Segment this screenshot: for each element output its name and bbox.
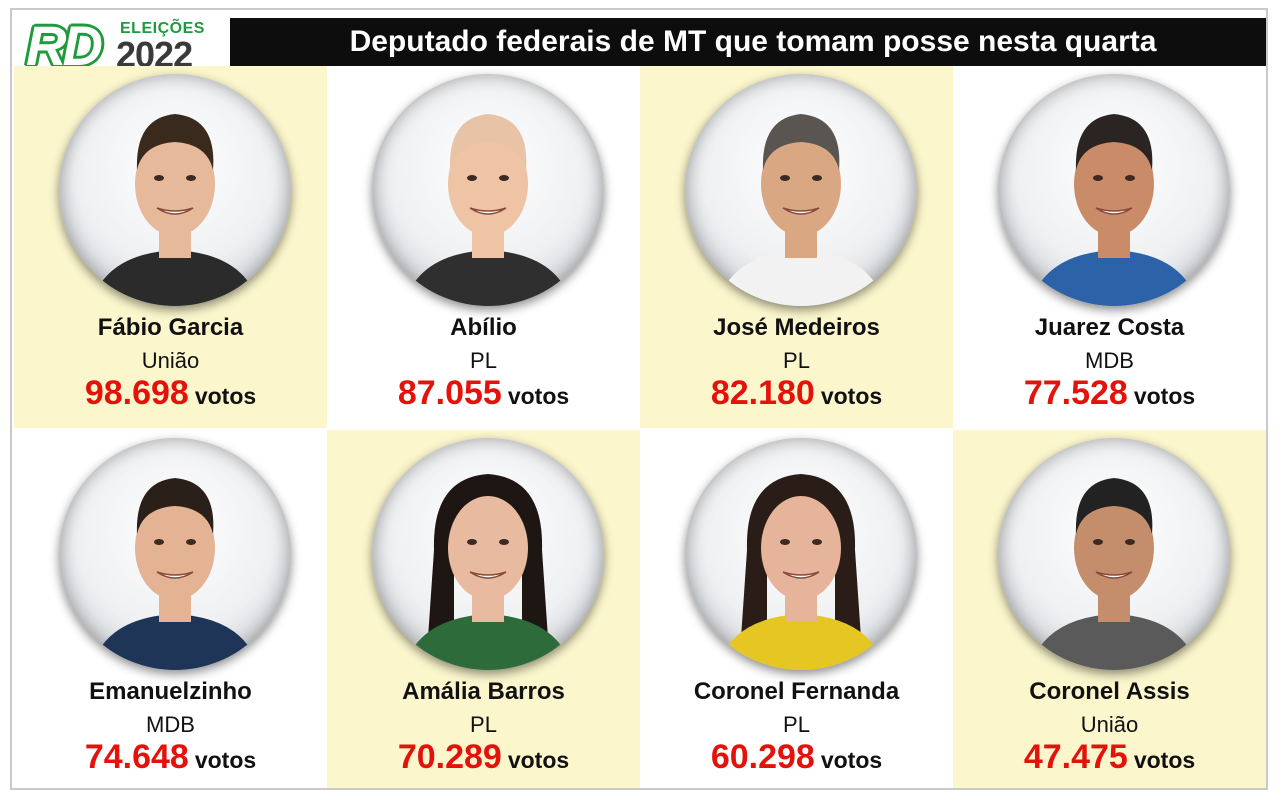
candidate-name: José Medeiros bbox=[713, 314, 880, 341]
candidate-votes: 98.698 votos bbox=[14, 374, 327, 413]
candidate-votes: 74.648 votos bbox=[14, 738, 327, 777]
votes-label: votos bbox=[507, 747, 570, 773]
votes-label: votos bbox=[820, 383, 883, 409]
candidate-name: Fábio Garcia bbox=[97, 314, 244, 341]
vote-count: 77.528 bbox=[1023, 374, 1128, 412]
candidate-photo bbox=[372, 74, 604, 306]
infographic-frame: RD ELEIÇÕES 2022 Deputado federais de MT… bbox=[10, 8, 1268, 790]
vote-count: 60.298 bbox=[710, 738, 815, 776]
candidate-votes: 70.289 votos bbox=[327, 738, 640, 777]
candidate-votes: 60.298 votos bbox=[640, 738, 953, 777]
candidate-party: PL bbox=[470, 348, 497, 373]
votes-label: votos bbox=[507, 383, 570, 409]
candidate-party: PL bbox=[470, 712, 497, 737]
candidate-party: PL bbox=[783, 348, 810, 373]
candidate-name: Coronel Assis bbox=[1029, 678, 1190, 705]
candidate-photo bbox=[998, 438, 1230, 670]
candidate-name: Coronel Fernanda bbox=[693, 678, 900, 705]
candidate-card-juarez-costa: Juarez Costa MDB 77.528 votos bbox=[953, 66, 1266, 428]
votes-label: votos bbox=[194, 747, 257, 773]
candidate-photo bbox=[59, 74, 291, 306]
vote-count: 47.475 bbox=[1023, 738, 1128, 776]
vote-count: 98.698 bbox=[84, 374, 189, 412]
candidate-votes: 77.528 votos bbox=[953, 374, 1266, 413]
candidate-party: MDB bbox=[1085, 348, 1134, 373]
candidate-party: MDB bbox=[146, 712, 195, 737]
candidate-photo bbox=[372, 438, 604, 670]
votes-label: votos bbox=[820, 747, 883, 773]
candidate-votes: 87.055 votos bbox=[327, 374, 640, 413]
candidate-votes: 82.180 votos bbox=[640, 374, 953, 413]
vote-count: 74.648 bbox=[84, 738, 189, 776]
vote-count: 70.289 bbox=[397, 738, 502, 776]
votes-label: votos bbox=[1133, 747, 1196, 773]
votes-label: votos bbox=[194, 383, 257, 409]
vote-count: 87.055 bbox=[397, 374, 502, 412]
candidate-party: União bbox=[1080, 712, 1139, 737]
candidate-photo bbox=[998, 74, 1230, 306]
logo-subtitle: ELEIÇÕES bbox=[120, 20, 205, 37]
logo-rd-text: RD bbox=[26, 14, 103, 77]
vote-count: 82.180 bbox=[710, 374, 815, 412]
candidate-card-fabio-garcia: Fábio Garcia União 98.698 votos bbox=[14, 66, 327, 428]
candidate-name: Abílio bbox=[450, 314, 517, 341]
candidate-photo bbox=[685, 74, 917, 306]
candidate-photo bbox=[59, 438, 291, 670]
candidate-card-amalia-barros: Amália Barros PL 70.289 votos bbox=[327, 430, 640, 788]
page-title: Deputado federais de MT que tomam posse … bbox=[230, 18, 1266, 66]
candidate-party: União bbox=[141, 348, 200, 373]
rd-eleicoes-logo: RD ELEIÇÕES 2022 bbox=[20, 14, 230, 77]
votes-label: votos bbox=[1133, 383, 1196, 409]
candidate-card-abilio: Abílio PL 87.055 votos bbox=[327, 66, 640, 428]
candidate-card-coronel-assis: Coronel Assis União 47.475 votos bbox=[953, 430, 1266, 788]
candidate-card-emanuelzinho: Emanuelzinho MDB 74.648 votos bbox=[14, 430, 327, 788]
candidate-name: Juarez Costa bbox=[1034, 314, 1185, 341]
candidate-card-coronel-fernanda: Coronel Fernanda PL 60.298 votos bbox=[640, 430, 953, 788]
candidate-votes: 47.475 votos bbox=[953, 738, 1266, 777]
candidate-party: PL bbox=[783, 712, 810, 737]
candidate-name: Amália Barros bbox=[402, 678, 565, 705]
candidate-name: Emanuelzinho bbox=[89, 678, 252, 705]
candidate-photo bbox=[685, 438, 917, 670]
candidate-card-jose-medeiros: José Medeiros PL 82.180 votos bbox=[640, 66, 953, 428]
